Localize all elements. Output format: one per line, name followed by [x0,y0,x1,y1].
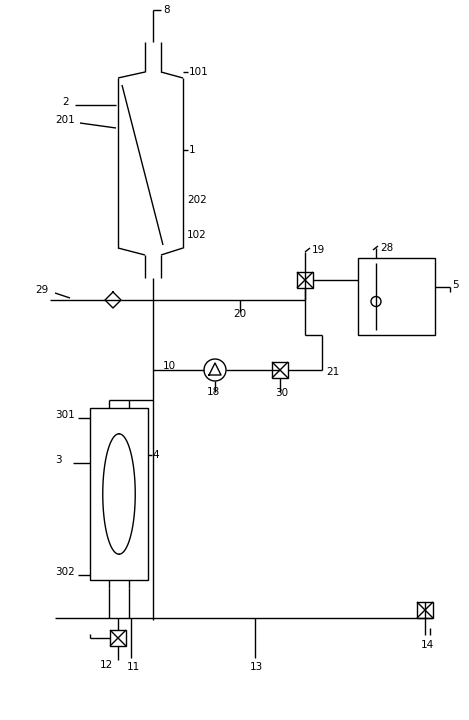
Bar [358,258,435,335]
Text: 28: 28 [380,243,393,253]
Text: 202: 202 [187,195,207,205]
Text: 1: 1 [189,145,196,155]
Text: 101: 101 [189,67,209,77]
Text: 201: 201 [55,115,75,125]
Bar [110,630,126,646]
Text: 2: 2 [62,97,68,107]
Text: 29: 29 [35,285,48,295]
Text: 19: 19 [312,245,325,255]
Bar [417,602,433,618]
Text: 3: 3 [55,455,61,465]
Bar [272,362,288,378]
Text: 102: 102 [187,230,207,240]
Text: 8: 8 [163,5,170,15]
Text: 12: 12 [100,660,113,670]
Text: 18: 18 [207,387,220,397]
Text: 30: 30 [275,388,288,398]
Text: 20: 20 [233,309,246,319]
Text: 4: 4 [152,450,159,460]
Text: 302: 302 [55,567,75,577]
Text: 10: 10 [163,361,176,371]
Bar [90,408,148,580]
Text: 301: 301 [55,410,75,420]
Text: 11: 11 [127,662,140,672]
Text: 13: 13 [250,662,263,672]
Text: 14: 14 [421,640,434,650]
Text: 21: 21 [326,367,339,377]
Bar [297,272,313,288]
Text: 5: 5 [452,279,459,289]
